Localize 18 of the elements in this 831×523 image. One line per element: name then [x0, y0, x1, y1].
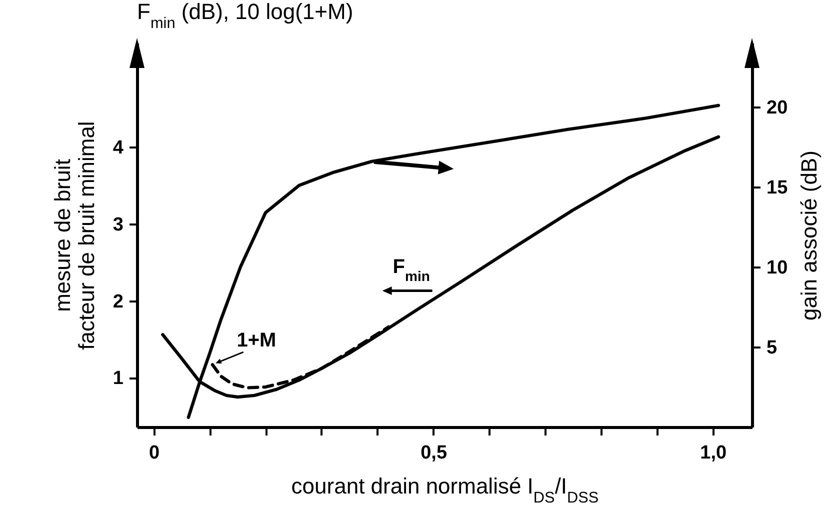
y-tick-label: 2	[112, 291, 124, 312]
line-series	[210, 325, 390, 390]
y2-tick-label: 10	[766, 258, 788, 278]
x-axis-title: courant drain normalisé I$_{DS}$/I$_{DSS}$	[291, 474, 599, 506]
annotation: 1+M	[236, 330, 276, 352]
x-tick-label: 1,0	[700, 442, 727, 464]
y2-tick-label: 20	[766, 98, 788, 118]
x-tick-label: 0,5	[420, 442, 448, 464]
y2-tick-label: 5	[766, 338, 778, 358]
y-axis-title: mesure de bruit facteur de bruit minimal	[50, 121, 99, 350]
chart-title: F$_{min}$ (dB), 10 log(1+M)	[137, 0, 354, 32]
y-tick-label: 3	[112, 214, 124, 236]
annotation: F$_{min}$	[392, 256, 430, 284]
y2-tick-label: 15	[766, 178, 788, 198]
y-tick-label: 4	[112, 137, 124, 158]
x-tick-label: 0	[148, 442, 160, 464]
y2-axis-title: gain associé (dB)	[796, 150, 822, 320]
y-tick-label: 1	[112, 368, 124, 390]
